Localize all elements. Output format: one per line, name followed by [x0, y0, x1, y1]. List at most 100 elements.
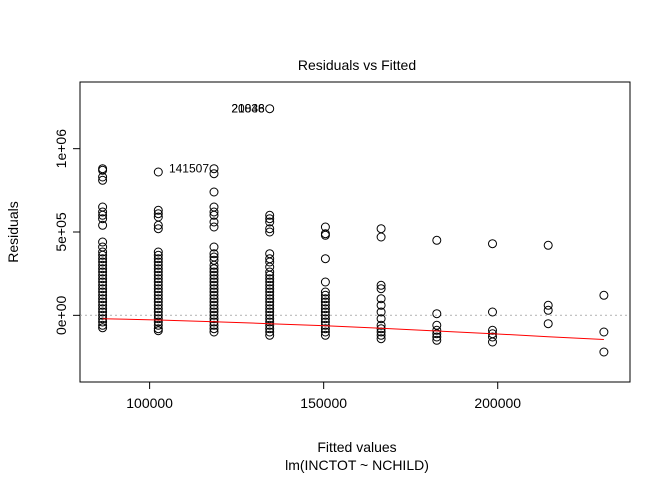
data-point: [98, 274, 108, 284]
data-point: [320, 287, 330, 297]
data-point: [209, 210, 219, 220]
data-point: [265, 274, 275, 284]
data-point: [153, 284, 163, 294]
y-tick-label: 0e+00: [53, 295, 69, 335]
data-point: [432, 309, 442, 319]
data-point: [98, 320, 108, 330]
data-point: [209, 270, 219, 280]
x-axis-label: Fitted values: [317, 439, 396, 455]
data-point: [488, 325, 497, 335]
data-point: [98, 264, 108, 274]
data-point: [265, 267, 275, 277]
data-point: [98, 307, 108, 317]
data-point: [265, 217, 275, 227]
data-point: [265, 284, 275, 294]
x-axis-sublabel: lm(INCTOT ~ NCHILD): [285, 457, 429, 473]
data-point: [320, 300, 330, 310]
y-tick-label: 5e+05: [53, 212, 69, 252]
data-point: [209, 169, 219, 179]
data-point: [265, 104, 275, 114]
data-point: [265, 330, 275, 340]
data-point: [265, 307, 275, 317]
data-point: [320, 324, 330, 334]
data-point: [153, 320, 163, 330]
data-point: [265, 317, 275, 327]
data-point: [209, 260, 219, 270]
data-point: [209, 249, 219, 259]
data-point: [209, 267, 219, 277]
data-point: [153, 257, 163, 267]
data-point: [209, 287, 219, 297]
data-point: [153, 314, 163, 324]
data-point: [376, 224, 386, 234]
data-point: [98, 237, 108, 247]
data-point: [153, 250, 163, 260]
data-point: [488, 239, 497, 249]
data-point: [265, 270, 275, 280]
data-point: [153, 317, 163, 327]
data-point: [265, 327, 275, 337]
data-point: [376, 294, 386, 304]
data-point: [98, 287, 108, 297]
point-label: 21036: [231, 102, 265, 116]
data-point: [209, 314, 219, 324]
data-point: [153, 260, 163, 270]
data-point: [98, 207, 108, 217]
data-point: [209, 277, 219, 287]
data-point: [265, 214, 275, 224]
data-point: [153, 220, 163, 230]
data-point: [432, 335, 442, 345]
x-tick-label: 200000: [474, 395, 521, 411]
data-point: [265, 257, 275, 267]
data-point: [432, 235, 442, 245]
data-point: [98, 270, 108, 280]
data-point: [98, 254, 108, 264]
data-point: [98, 220, 108, 230]
y-axis-label: Residuals: [5, 201, 21, 262]
data-point: [98, 277, 108, 287]
data-point: [153, 167, 163, 177]
data-point: [320, 304, 330, 314]
data-point: [432, 332, 442, 342]
data-point: [376, 334, 386, 344]
data-point: [265, 280, 275, 290]
data-point: [98, 284, 108, 294]
data-point: [543, 305, 553, 315]
data-point: [153, 254, 163, 264]
data-point: [265, 314, 275, 324]
data-point: [376, 307, 386, 317]
data-point: [320, 277, 330, 287]
data-point: [265, 210, 275, 220]
data-point: [320, 307, 330, 317]
data-point: [98, 257, 108, 267]
y-axis: 0e+00 5e+05 1e+06: [53, 129, 81, 335]
data-point: [98, 165, 108, 175]
data-point: [153, 294, 163, 304]
data-point: [98, 304, 108, 314]
data-point: [98, 250, 108, 260]
data-point: [543, 240, 553, 250]
data-point: [153, 326, 163, 336]
y-tick-label: 1e+06: [53, 129, 69, 169]
data-point: [599, 347, 609, 357]
data-point: [488, 332, 497, 342]
data-point: [320, 294, 330, 304]
data-point: [153, 209, 163, 219]
data-point: [209, 300, 219, 310]
data-point: [209, 187, 219, 197]
data-point: [209, 310, 219, 320]
data-point: [209, 217, 219, 227]
data-point: [488, 337, 497, 347]
data-point: [209, 294, 219, 304]
data-point: [543, 319, 553, 329]
data-point: [376, 300, 386, 310]
data-point: [153, 310, 163, 320]
data-point: [488, 307, 497, 317]
data-point: [153, 264, 163, 274]
data-point: [376, 232, 386, 242]
data-point: [320, 327, 330, 337]
data-point: [98, 317, 108, 327]
data-point: [98, 210, 108, 220]
